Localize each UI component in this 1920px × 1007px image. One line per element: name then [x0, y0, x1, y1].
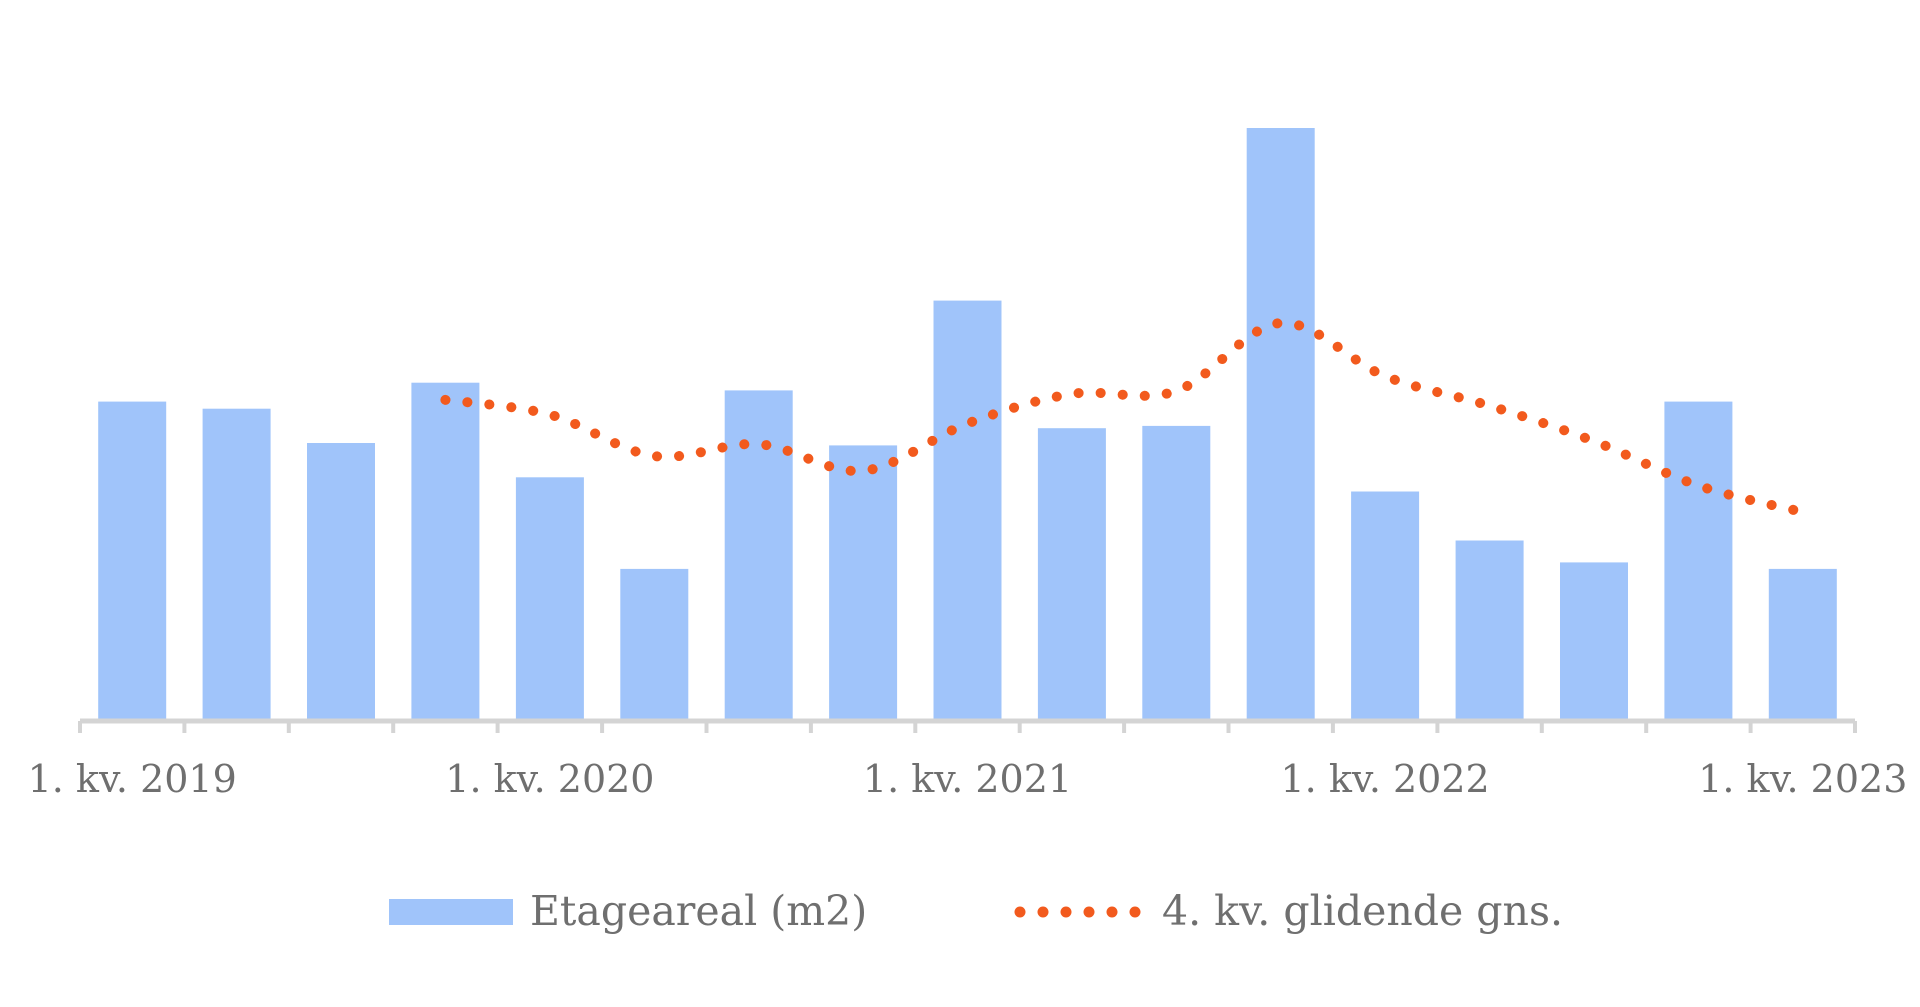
bar: [1768, 568, 1837, 719]
legend-dot: [1014, 906, 1026, 918]
moving-average-line: [440, 317, 1808, 518]
bar: [1142, 425, 1211, 719]
bar: [829, 445, 898, 719]
legend-label-line: 4. kv. glidende gns.: [1162, 887, 1563, 935]
legend-dot: [1129, 906, 1141, 918]
x-axis-tick-labels: 1. kv. 2019 1. kv. 2020 1. kv. 2021 1. kv. …: [28, 757, 1908, 801]
x-tick-label: 1. kv. 2022: [1281, 757, 1490, 801]
x-tick-label: 1. kv. 2019: [28, 757, 237, 801]
moving-average-series: [440, 317, 1808, 518]
legend-dot: [1106, 906, 1118, 918]
bar: [202, 408, 271, 719]
bar: [1664, 401, 1733, 719]
bar: [98, 401, 167, 719]
legend-label-bars: Etageareal (m2): [530, 887, 867, 935]
x-tick-label: 1. kv. 2021: [863, 757, 1072, 801]
bar: [1037, 428, 1106, 719]
bar: [724, 390, 793, 719]
bar: [411, 382, 480, 719]
bar: [515, 477, 584, 719]
bar: [307, 443, 375, 719]
x-tick-label: 1. kv. 2023: [1698, 757, 1907, 801]
legend-dot: [1083, 906, 1095, 918]
bar: [1560, 562, 1628, 719]
bar: [1351, 491, 1420, 719]
x-axis: [78, 718, 1857, 733]
x-tick-label: 1. kv. 2020: [445, 757, 654, 801]
legend-swatch-line: [1014, 906, 1141, 918]
legend-dot: [1060, 906, 1072, 918]
legend-dot: [1037, 906, 1049, 918]
bar: [1246, 128, 1315, 719]
bar: [933, 300, 1002, 719]
bar: [1455, 540, 1524, 719]
legend: Etageareal (m2) 4. kv. glidende gns.: [389, 887, 1563, 935]
bar: [620, 568, 689, 719]
legend-swatch-bars: [389, 899, 513, 925]
bar-series: [98, 128, 1837, 719]
